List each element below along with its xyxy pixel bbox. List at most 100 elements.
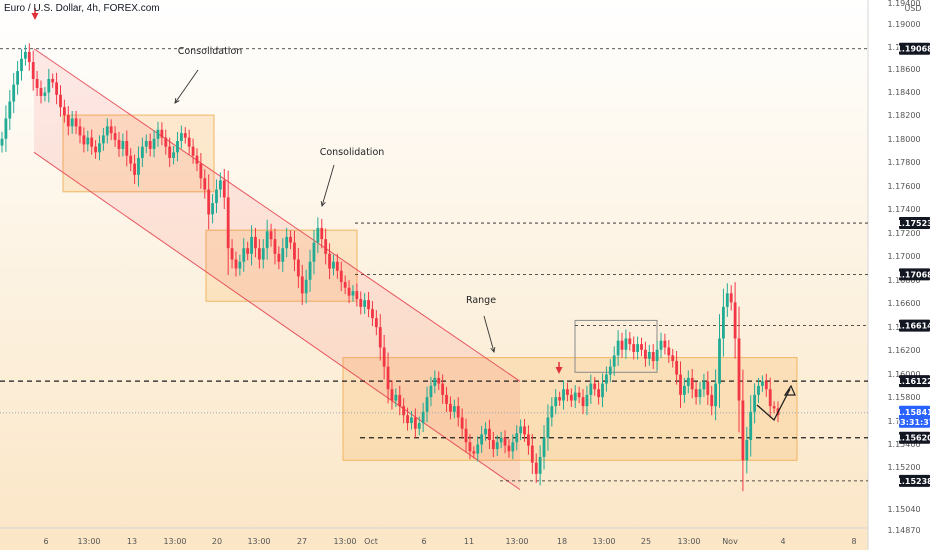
candle-body — [363, 300, 367, 307]
candle-body — [343, 282, 347, 288]
annotation-label-3: Range — [466, 295, 496, 306]
candle-body — [39, 88, 43, 96]
candle-body — [43, 92, 47, 96]
candle-body — [371, 309, 374, 319]
candle-body — [402, 406, 406, 416]
plot-background — [0, 0, 868, 550]
candle-body — [764, 381, 768, 390]
candle-body — [608, 366, 612, 375]
candle-body — [355, 291, 359, 299]
channel-lower-line — [33, 151, 521, 491]
candle-body — [511, 442, 515, 452]
candle-body — [519, 426, 523, 434]
candle-body — [187, 137, 191, 147]
candle-body — [671, 355, 675, 362]
y-tick-label: 1.17000 — [887, 252, 920, 261]
candle-body — [433, 377, 437, 386]
candle-body — [20, 58, 23, 72]
y-tick-label: 1.19400 — [887, 0, 920, 8]
candle-body — [698, 389, 702, 398]
candle-body — [320, 227, 324, 240]
candle-body — [12, 84, 16, 102]
candle-body — [211, 203, 214, 215]
candle-body — [374, 318, 378, 328]
candle-body — [640, 344, 643, 350]
x-tick-label: 13:00 — [333, 537, 356, 546]
x-tick-label: 6 — [421, 537, 426, 546]
price-level-label-0: 1.19068 — [896, 45, 932, 54]
y-tick-label: 1.16200 — [887, 346, 920, 355]
candle-body — [117, 139, 121, 149]
x-tick-label: 13:00 — [505, 537, 528, 546]
candle-body — [238, 261, 242, 269]
x-tick-label: 13:00 — [247, 537, 270, 546]
currency-label: USD — [904, 4, 921, 13]
candle-body — [679, 374, 682, 395]
candle-body — [195, 155, 199, 164]
candle-body — [725, 293, 729, 307]
candle-body — [105, 126, 109, 136]
candle-body — [706, 381, 710, 395]
x-tick-label: 8 — [851, 537, 856, 546]
candle-body — [546, 417, 550, 438]
annotation-label-1: Consolidation — [178, 46, 243, 57]
price-level-tag-2 — [899, 268, 930, 281]
candle-body — [476, 444, 480, 454]
candle-body — [55, 82, 58, 95]
y-tick-label: 1.16600 — [887, 299, 920, 308]
candle-body — [179, 133, 183, 142]
candle-body — [394, 394, 398, 401]
candle-body — [16, 71, 20, 85]
candle-body — [90, 137, 94, 147]
candle-body — [417, 423, 421, 429]
y-tick-label: 1.16000 — [887, 370, 920, 379]
x-tick-label: 25 — [641, 537, 651, 546]
candle-body — [468, 442, 472, 452]
candle-body — [246, 248, 250, 254]
candle-body — [172, 152, 175, 158]
candle-body — [406, 415, 409, 424]
y-tick-label: 1.19000 — [887, 20, 920, 29]
current-price-tag — [899, 405, 930, 428]
candle-body — [523, 426, 526, 435]
candle-body — [296, 259, 300, 277]
candle-body — [359, 298, 363, 307]
candle-body — [663, 340, 667, 348]
candle-body — [86, 137, 90, 145]
candle-body — [74, 118, 78, 127]
annotation-pointer-2 — [321, 164, 335, 207]
candle-body — [757, 385, 760, 395]
candle-body — [718, 338, 721, 384]
countdown-label: 03:31:37 — [895, 418, 932, 427]
candle-body — [4, 118, 8, 139]
candle-body — [675, 361, 679, 375]
y-tick-label: 1.15800 — [887, 393, 920, 402]
candle-body — [191, 146, 195, 156]
candle-body — [265, 231, 269, 249]
candle-body — [304, 279, 308, 294]
x-tick-label: 6 — [43, 537, 48, 546]
candle-body — [23, 51, 27, 59]
candle-body — [445, 394, 448, 404]
candle-body — [62, 107, 66, 116]
x-tick-label: 4 — [780, 537, 785, 546]
candle-body — [59, 94, 62, 108]
candle-body — [82, 135, 86, 145]
candle-body — [714, 383, 718, 407]
forecast-path — [756, 388, 791, 422]
candle-body — [289, 236, 292, 243]
candle-body — [109, 126, 113, 134]
chart-title: Euro / U.S. Dollar, 4h, FOREX.com — [4, 3, 160, 14]
candle-body — [121, 141, 125, 149]
candle-body — [753, 394, 757, 412]
candle-body — [312, 242, 316, 262]
candle-body — [261, 248, 265, 260]
candle-body — [390, 389, 394, 401]
candle-body — [293, 242, 296, 260]
candle-body — [378, 327, 382, 348]
price-level-tag-3 — [899, 319, 930, 332]
candle-body — [47, 78, 51, 93]
candle-body — [269, 231, 273, 240]
candle-body — [741, 400, 745, 461]
